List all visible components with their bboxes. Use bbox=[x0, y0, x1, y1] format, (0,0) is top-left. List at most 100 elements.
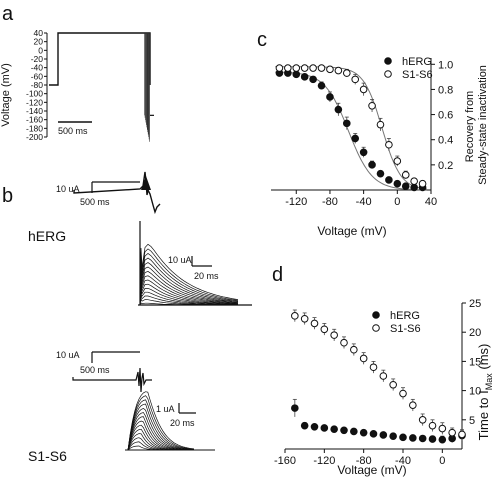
panel-d-xlabel: Voltage (mV) bbox=[337, 463, 406, 477]
panel-c-legend-marker bbox=[384, 57, 392, 65]
b4-current-scale-label: 1 uA bbox=[156, 404, 175, 414]
panel-a-y-tick-label: -60 bbox=[31, 71, 44, 81]
panel-c-y-tick-label: 0.8 bbox=[438, 84, 453, 96]
panel-c-herg-point bbox=[292, 70, 301, 79]
panel-d-herg-point bbox=[438, 435, 447, 444]
panel-label-b: b bbox=[2, 185, 13, 207]
b1-herg-current-trace bbox=[73, 171, 161, 215]
panel-c-herg-point bbox=[334, 105, 343, 114]
panel-c-s1s6-point bbox=[292, 64, 301, 72]
panel-d-axes: -160 -120 -80 -40 0 5 10 15 20 25 bbox=[274, 298, 481, 467]
b2-herg-tail-trace bbox=[139, 262, 239, 306]
b2-herg-tail-trace bbox=[139, 287, 238, 306]
panel-d-herg-point bbox=[399, 433, 407, 442]
panel-d-time-to-imax-chart: -160 -120 -80 -40 0 5 10 15 20 25 Voltage (mV) Ti… bbox=[274, 298, 494, 477]
panel-c-s1s6-point bbox=[410, 177, 418, 185]
panel-c-ylabel-line2: Steady-state inactivation bbox=[477, 65, 489, 185]
panel-c-s1s6-point bbox=[351, 75, 360, 84]
panel-d-s1s6-point bbox=[409, 401, 417, 410]
panel-c-herg-point bbox=[309, 75, 317, 84]
panel-d-y-tick-label: 20 bbox=[469, 327, 481, 339]
panel-c-s1s6-point bbox=[309, 64, 317, 72]
b1-current-scale-label: 10 uA bbox=[56, 184, 80, 194]
b4-s1s6-tail-trace bbox=[127, 407, 195, 451]
panel-a-time-scale-label: 500 ms bbox=[58, 126, 88, 136]
panel-d-s1s6-point bbox=[359, 354, 368, 363]
panel-d-x-tick-label: -160 bbox=[274, 455, 296, 467]
panel-c-fit-curves bbox=[275, 66, 427, 191]
panel-c-herg-point bbox=[401, 182, 410, 191]
panel-d-herg-point bbox=[310, 423, 319, 431]
panel-c-ylabel: Recovery from Steady-state inactivation bbox=[464, 65, 489, 185]
b2-herg-tail-trace bbox=[139, 275, 239, 306]
herg-trace-label: hERG bbox=[28, 228, 66, 244]
panel-c-x-tick-label: -40 bbox=[356, 196, 372, 208]
panel-d-herg-point bbox=[369, 430, 378, 438]
panel-c-herg-point bbox=[393, 179, 402, 188]
panel-a-y-tick-label: 40 bbox=[34, 28, 44, 38]
panel-c-s1s6-point bbox=[317, 64, 326, 72]
panel-c-s1s6-point bbox=[284, 64, 292, 72]
panel-a-y-tick-label: 0 bbox=[38, 45, 43, 55]
panel-c-s1s6-point bbox=[334, 66, 343, 75]
panel-c-y-tick-label: 0.2 bbox=[438, 160, 453, 172]
panel-d-herg-point bbox=[389, 432, 397, 440]
panel-c-herg-point bbox=[368, 161, 376, 169]
panel-d-herg-point bbox=[320, 424, 329, 432]
panel-c-xlabel: Voltage (mV) bbox=[317, 224, 386, 238]
panel-c-s1s6-point bbox=[368, 101, 376, 110]
panel-a-ylabel: Voltage (mV) bbox=[0, 63, 12, 127]
s1s6-trace-label: S1-S6 bbox=[28, 448, 67, 464]
panel-a-y-tick-label: -20 bbox=[31, 54, 44, 64]
panel-d-data-points bbox=[291, 309, 466, 444]
panel-d-x-tick-label: -120 bbox=[313, 455, 335, 467]
panel-d-herg-point bbox=[330, 425, 338, 433]
b3-current-scale-label: 10 uA bbox=[56, 350, 80, 360]
panel-d-ylabel-main: Time to I bbox=[476, 390, 491, 440]
panel-c-y-tick-label: 0.4 bbox=[438, 135, 453, 147]
panel-c-s1s6-point bbox=[418, 179, 427, 188]
panel-a-y-tick-label: -200 bbox=[26, 132, 43, 142]
panel-a-y-tick-label: -160 bbox=[26, 115, 43, 125]
panel-d-ylabel-subscript: Max bbox=[484, 373, 494, 391]
panel-d-s1s6-point bbox=[350, 345, 358, 354]
panel-d-ylabel-unit: (ms) bbox=[476, 344, 491, 374]
panel-d-s1s6-point bbox=[458, 430, 466, 439]
b2-herg-tail-trace bbox=[139, 271, 239, 306]
panel-c-herg-point bbox=[300, 73, 309, 81]
b2-herg-tail-trace bbox=[139, 248, 239, 306]
panel-d-herg-point bbox=[350, 427, 358, 436]
panel-c-herg-point bbox=[351, 134, 360, 143]
b2-herg-tail-trace bbox=[139, 283, 238, 306]
panel-c-herg-point bbox=[410, 183, 418, 192]
panel-label-d: d bbox=[272, 264, 283, 286]
panel-d-y-tick-label: 10 bbox=[469, 386, 481, 398]
panel-d-x-tick-label: 0 bbox=[439, 455, 445, 467]
panel-c-herg-fit-curve bbox=[275, 71, 427, 191]
panel-d-s1s6-point bbox=[448, 428, 456, 437]
panel-c-recovery-chart: -120 -80 -40 0 40 0.2 0.4 0.6 0.8 1.0 Voltage (mV… bbox=[271, 56, 489, 238]
panel-c-s1s6-fit-curve bbox=[275, 66, 427, 190]
b4-s1s6-tail-trace bbox=[127, 403, 195, 451]
b3-s1s6-current-trace bbox=[72, 367, 152, 393]
panel-b-herg-tail-family bbox=[138, 221, 252, 306]
panel-c-herg-point bbox=[376, 169, 385, 178]
panel-d-herg-point bbox=[418, 434, 427, 443]
panel-d-herg-point bbox=[359, 428, 368, 437]
panel-c-y-tick-label: 1.0 bbox=[438, 59, 453, 71]
panel-d-s1s6-point bbox=[340, 338, 348, 347]
panel-c-s1s6-point bbox=[393, 157, 402, 165]
panel-a-y-tick-label: -140 bbox=[26, 106, 43, 116]
panel-c-legend-label: hERG bbox=[402, 56, 432, 68]
panel-a-y-tick-label: -120 bbox=[26, 97, 43, 107]
panel-c-s1s6-point bbox=[300, 64, 309, 72]
panel-c-s1s6-point bbox=[342, 69, 351, 77]
b1-herg-tail-fill bbox=[141, 176, 151, 190]
b2-herg-tail-trace bbox=[139, 279, 239, 306]
panel-d-y-tick-label: 25 bbox=[469, 298, 481, 310]
panel-d-herg-point bbox=[409, 434, 417, 442]
panel-c-s1s6-point bbox=[359, 85, 368, 94]
b3-time-scale-label: 500 ms bbox=[80, 365, 110, 375]
panel-a-prepulse-step bbox=[49, 32, 151, 86]
